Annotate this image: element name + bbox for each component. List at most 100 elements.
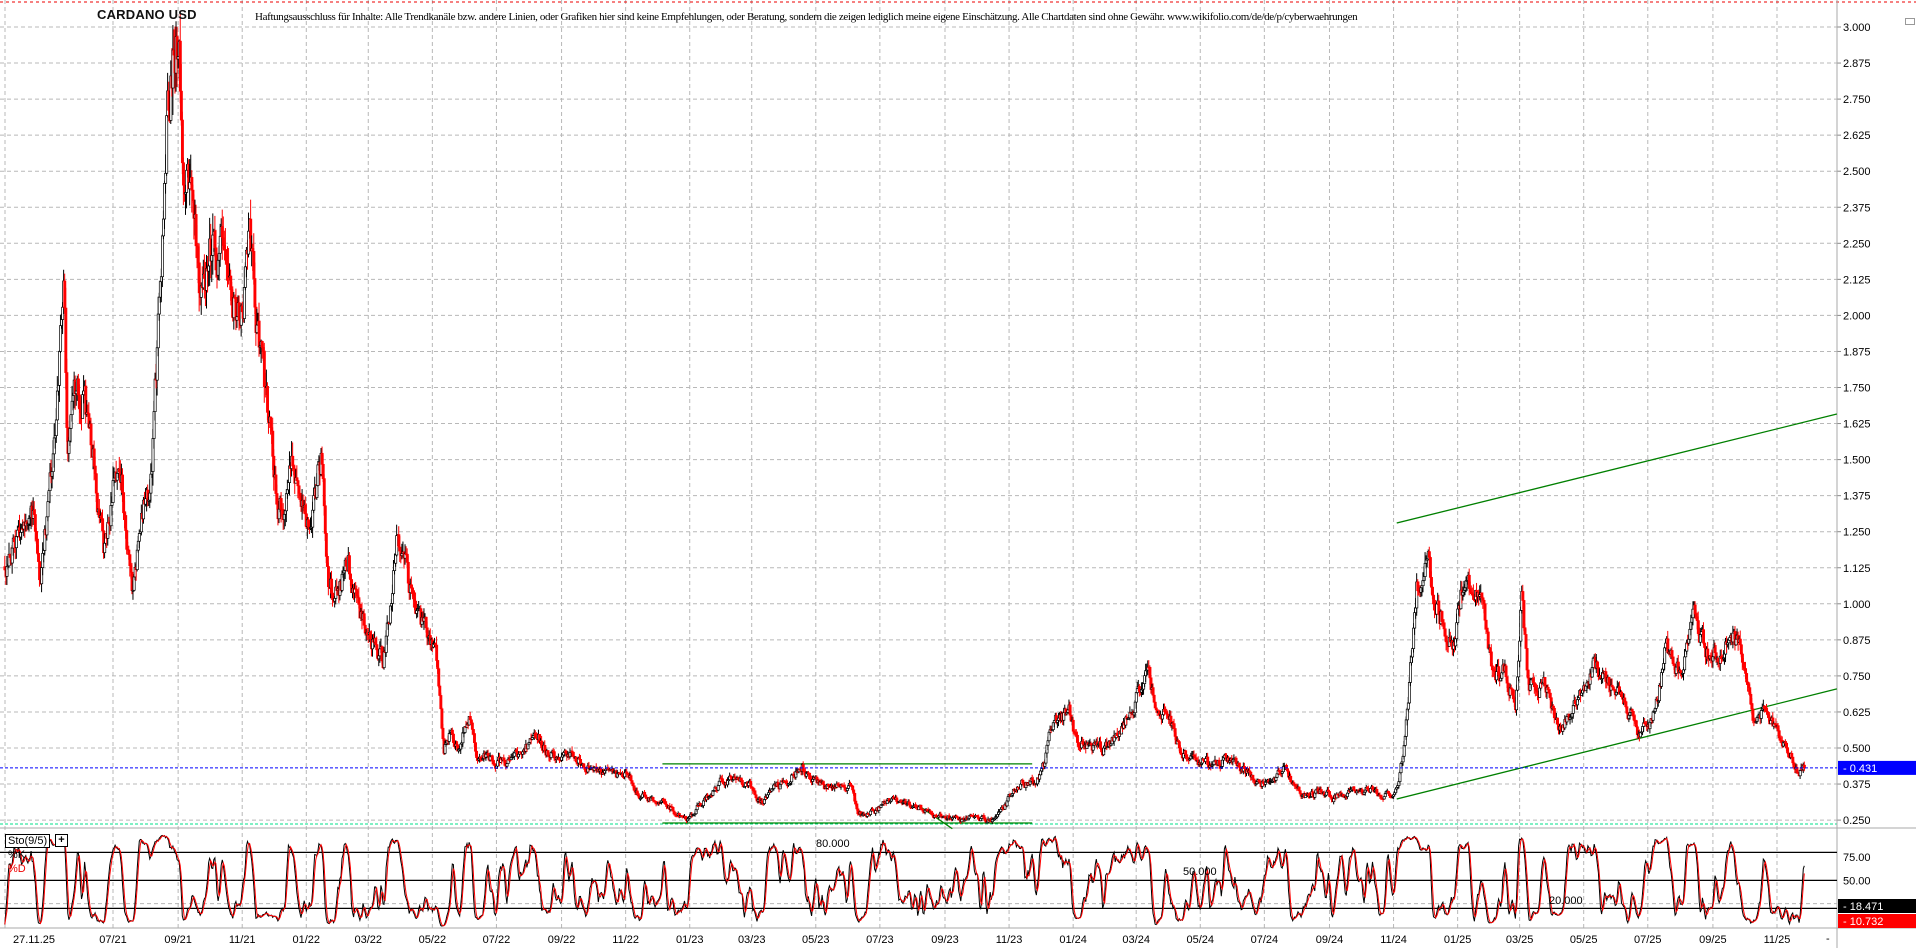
candle-body xyxy=(1759,709,1763,719)
d-value-box xyxy=(1838,914,1916,928)
candle-body xyxy=(242,287,246,319)
indicator-expand-button[interactable]: + xyxy=(55,834,68,847)
candle-body xyxy=(1571,704,1575,714)
y-tick-label: 0.875 xyxy=(1843,635,1871,647)
y-tick-label: 3.000 xyxy=(1843,22,1871,34)
candle-body xyxy=(435,644,439,661)
trendline xyxy=(1396,413,1838,524)
y-tick-label: 0.500 xyxy=(1843,743,1871,755)
candle-body xyxy=(93,465,97,475)
candle-body xyxy=(1297,786,1301,792)
candle-body xyxy=(1519,610,1523,642)
x-tick-label: 09/24 xyxy=(1316,934,1344,946)
x-tick-label: 11/23 xyxy=(996,934,1023,946)
k-legend: %K xyxy=(8,849,26,861)
candle-body xyxy=(471,729,475,734)
level-20-label: 20.000 xyxy=(1549,895,1583,907)
x-tick-label: 03/24 xyxy=(1122,934,1150,946)
x-tick-label: 09/21 xyxy=(164,934,192,946)
candle-body xyxy=(439,695,443,710)
candle-body xyxy=(253,278,257,308)
k-value-label: - 18.471 xyxy=(1843,901,1883,913)
candle-body xyxy=(790,774,794,783)
y-tick-label: 2.250 xyxy=(1843,238,1871,250)
y-tick-label: 0.375 xyxy=(1843,779,1871,791)
candle-body xyxy=(94,473,98,494)
y-tick-label: 0.250 xyxy=(1843,815,1871,827)
candle-body xyxy=(128,554,132,567)
candle-body xyxy=(1515,689,1519,711)
candle-body xyxy=(1521,591,1525,601)
indicator-name-button[interactable]: Sto(9/5) xyxy=(5,834,51,848)
x-tick-label: 01/22 xyxy=(293,934,321,946)
x-tick-label: 09/23 xyxy=(931,934,959,946)
candle-body xyxy=(324,533,328,557)
y-tick-label: 1.375 xyxy=(1843,491,1871,503)
candle-body xyxy=(1526,669,1530,679)
candle-body xyxy=(1068,704,1072,716)
candle-body xyxy=(1038,774,1042,780)
x-tick-label: 07/21 xyxy=(99,934,127,946)
x-tick-label: 05/24 xyxy=(1187,934,1215,946)
candle-body xyxy=(846,785,850,789)
y-tick-label: 1.875 xyxy=(1843,346,1871,358)
x-tick-label: 05/25 xyxy=(1570,934,1598,946)
disclaimer-text: Haftungsausschluss für Inhalte: Alle Tre… xyxy=(255,11,1358,23)
x-tick-label: 05/22 xyxy=(419,934,447,946)
candle-body xyxy=(512,752,516,757)
x-tick-label: 11/22 xyxy=(612,934,639,946)
x-tick-label: 11/21 xyxy=(229,934,256,946)
level-50-label: 50.000 xyxy=(1183,866,1217,878)
y-tick-label: 0.750 xyxy=(1843,671,1871,683)
last-price-label: - 0.431 xyxy=(1843,763,1877,775)
x-tick-label: 09/25 xyxy=(1699,934,1727,946)
candle-body xyxy=(1751,708,1755,721)
candle-body xyxy=(552,751,556,759)
window-restore-icon[interactable] xyxy=(1905,18,1915,25)
candle-body xyxy=(1289,775,1293,783)
candle-body xyxy=(59,325,63,352)
x-tick-label: 05/23 xyxy=(802,934,830,946)
candle-body xyxy=(54,419,58,436)
candle-body xyxy=(1651,711,1655,721)
y-tick-label: 1.625 xyxy=(1843,419,1871,431)
x-tick-label: 07/25 xyxy=(1634,934,1662,946)
candle-body xyxy=(15,536,18,549)
level-80-label: 80.000 xyxy=(816,838,850,850)
x-tick-label: 27.11.25 xyxy=(13,934,55,946)
candle-body xyxy=(382,651,386,668)
x-tick-label: 01/24 xyxy=(1059,934,1087,946)
scroll-minus-button[interactable]: - xyxy=(1826,933,1830,945)
x-tick-label: 01/23 xyxy=(676,934,704,946)
candle-body xyxy=(1071,719,1075,732)
candle-body xyxy=(1185,754,1189,758)
candle-body xyxy=(1409,662,1412,683)
y-tick-label: 2.000 xyxy=(1843,310,1871,322)
candle-body xyxy=(1738,638,1742,646)
candle-body xyxy=(749,781,753,788)
x-tick-label: 11/25 xyxy=(1764,934,1791,946)
y-tick-label: 1.000 xyxy=(1843,599,1871,611)
candle-body xyxy=(1455,622,1459,640)
candle-body xyxy=(323,505,327,534)
last-price-box xyxy=(1838,760,1916,775)
candle-body xyxy=(161,235,164,278)
stochastic-k-line xyxy=(4,834,1805,927)
candle-body xyxy=(58,351,61,386)
x-tick-label: 03/25 xyxy=(1506,934,1534,946)
candle-body xyxy=(1152,694,1156,703)
candle-body xyxy=(65,372,69,428)
candle-body xyxy=(919,804,923,810)
candle-body xyxy=(473,733,476,744)
y-tick-label: 1.750 xyxy=(1843,383,1871,395)
candle-body xyxy=(1798,769,1802,777)
candle-body xyxy=(124,515,128,531)
candle-body xyxy=(406,561,410,584)
d-legend: %D xyxy=(8,863,26,875)
candle-body xyxy=(1802,764,1806,769)
candle-body xyxy=(218,235,222,254)
candle-body xyxy=(808,772,812,780)
candle-body xyxy=(1482,599,1486,605)
d-value-label: - 10.732 xyxy=(1843,916,1883,928)
